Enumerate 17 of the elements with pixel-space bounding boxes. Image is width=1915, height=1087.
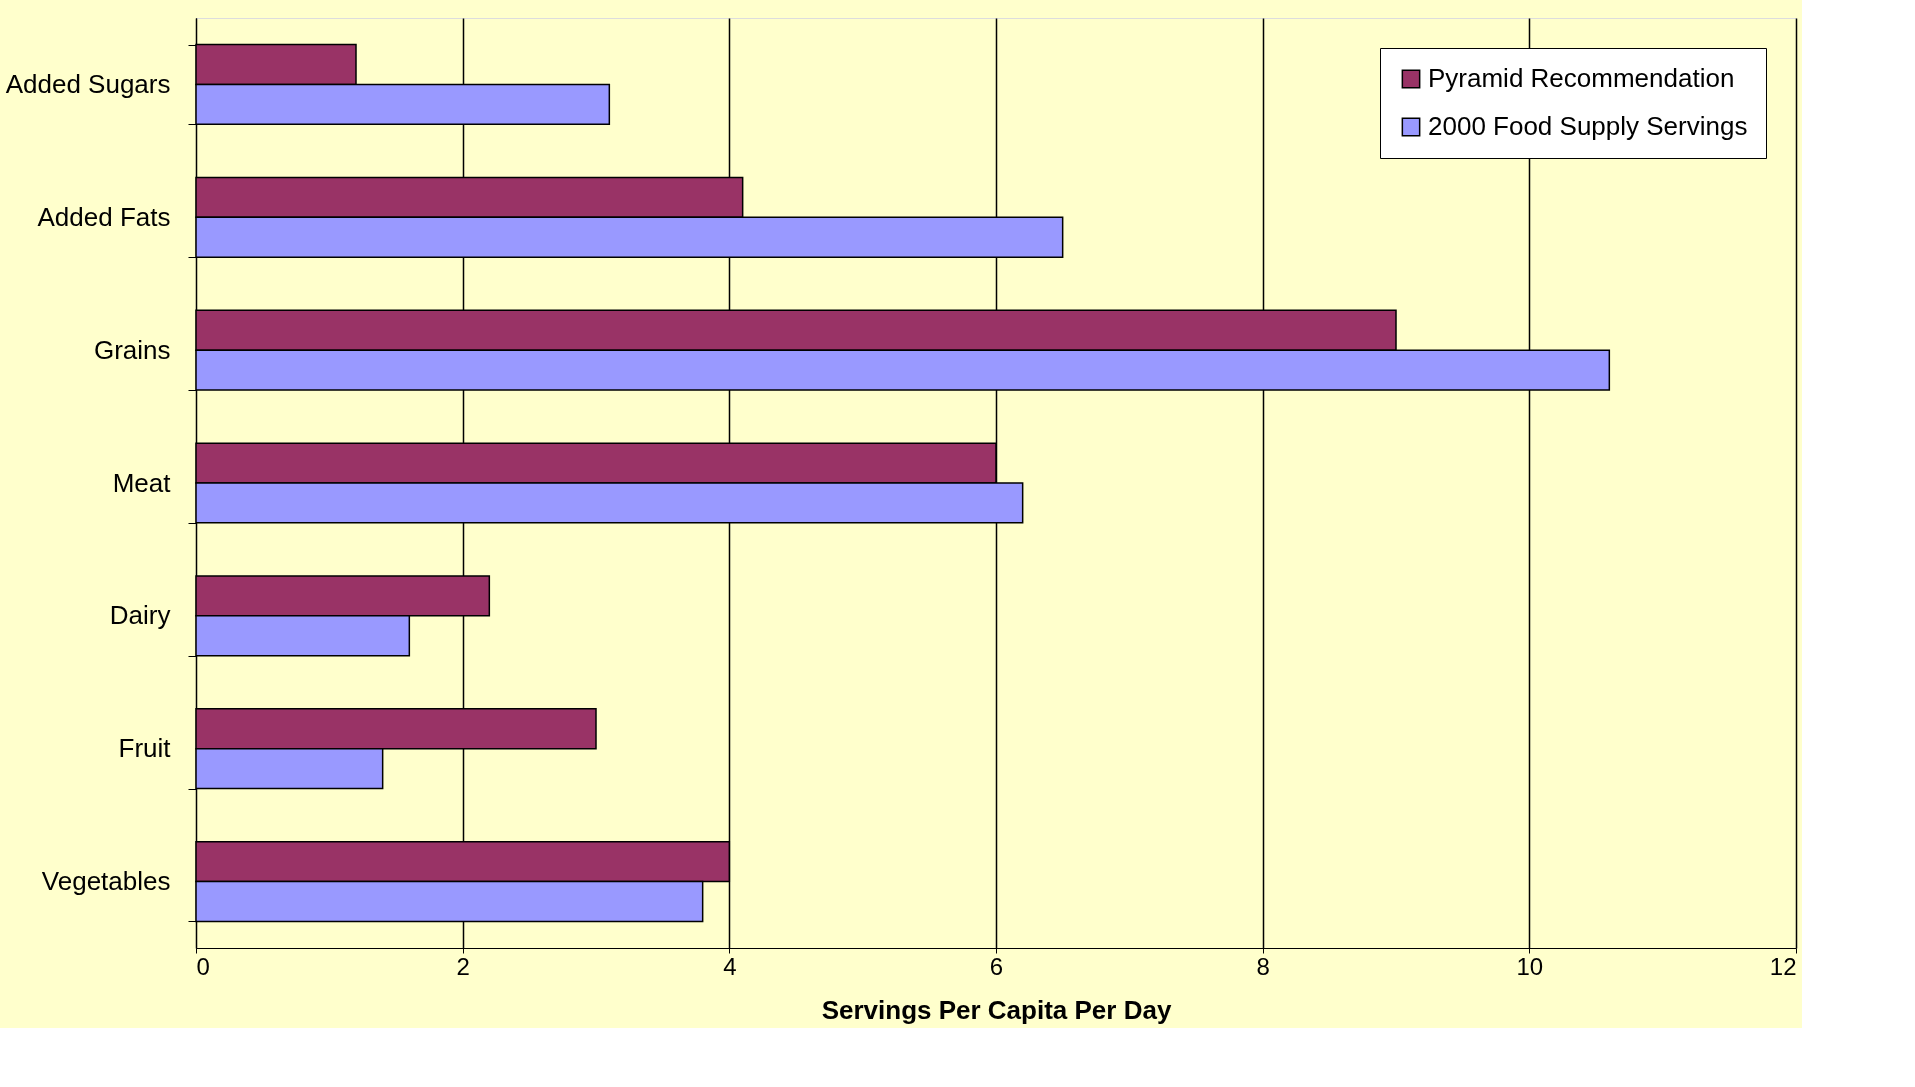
y-tick-label: Dairy (109, 600, 171, 631)
x-tick-label: 10 (1516, 952, 1544, 980)
x-tick-label: 0 (196, 952, 210, 980)
y-tick-label: Fruit (118, 733, 172, 764)
y-tick-label: Added Sugars (5, 68, 171, 99)
x-tick-label: 6 (989, 952, 1004, 980)
legend-label: Pyramid Recommendation (1428, 63, 1735, 93)
x-tick-label: 4 (723, 952, 737, 980)
y-tick-label: Vegetables (41, 866, 171, 897)
y-tick-label: Meat (112, 467, 172, 498)
x-tick-label: 2 (456, 952, 470, 980)
x-tick-label: 8 (1256, 952, 1270, 980)
y-tick-label: Grains (93, 334, 171, 365)
x-tick-label: 12 (1769, 952, 1797, 980)
legend-label: 2000 Food Supply Servings (1428, 111, 1748, 141)
y-tick-label: Added Fats (37, 201, 171, 232)
x-axis-title: Servings Per Capita Per Day (821, 994, 1172, 1025)
